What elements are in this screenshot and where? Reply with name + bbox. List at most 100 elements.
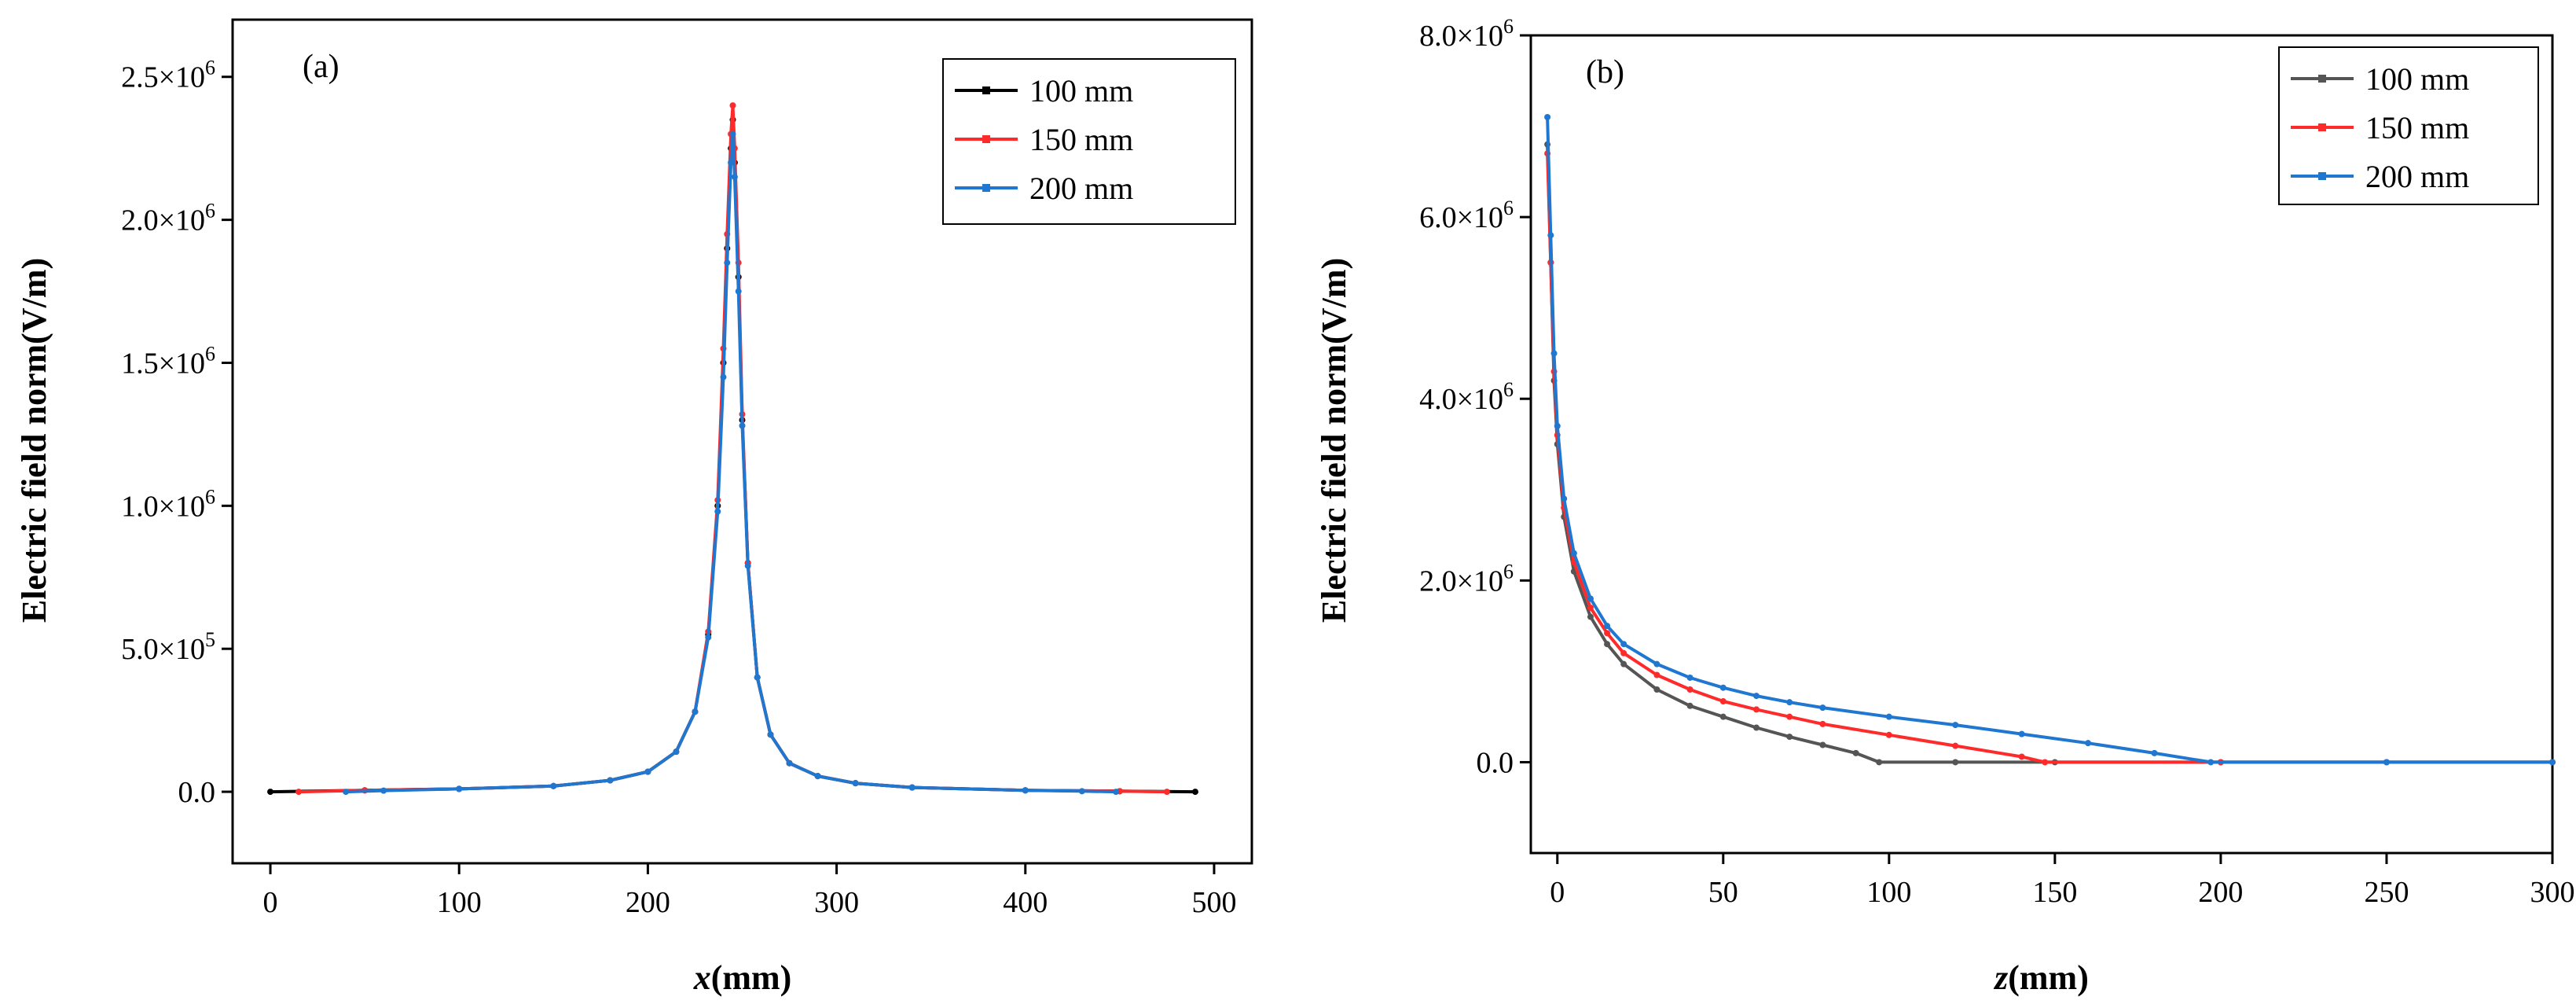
x-tick-label: 250 xyxy=(2364,876,2409,909)
data-point xyxy=(908,784,916,791)
data-point xyxy=(644,768,651,775)
data-point xyxy=(1786,734,1793,741)
data-point xyxy=(2151,749,2158,756)
data-point xyxy=(1952,759,1959,766)
data-point xyxy=(1653,671,1660,679)
data-point xyxy=(1561,495,1568,502)
legend-marker xyxy=(2318,172,2326,180)
data-point xyxy=(1547,232,1554,239)
series-line-0 xyxy=(1546,144,2552,764)
series-line-2 xyxy=(346,132,1117,794)
data-point xyxy=(714,508,721,515)
data-point xyxy=(744,562,751,569)
data-point xyxy=(550,782,557,789)
x-tick-label: 200 xyxy=(626,886,670,919)
y-tick-label: 6.0×106 xyxy=(1419,197,1514,234)
data-point xyxy=(1885,713,1892,720)
data-point xyxy=(673,748,680,756)
data-point xyxy=(2207,759,2215,766)
y-tick-label: 1.0×106 xyxy=(121,485,215,523)
data-point xyxy=(1653,660,1660,667)
y-tick-label: 2.0×106 xyxy=(1419,560,1514,598)
x-tick-label: 300 xyxy=(2530,876,2575,909)
panel-b-legend-items: 100 mm 150 mm 200 mm xyxy=(2291,61,2469,194)
x-tick-label: 400 xyxy=(1003,886,1048,919)
data-point xyxy=(728,159,735,166)
data-point xyxy=(1163,789,1170,796)
data-point xyxy=(852,780,859,787)
panel-b-x-axis-title: z(mm) xyxy=(1993,958,2089,997)
y-tick-label: 0.0 xyxy=(1477,746,1514,779)
panel-a-x-axis-unit: (mm) xyxy=(711,958,792,997)
data-point xyxy=(731,174,738,181)
legend-label: 100 mm xyxy=(2365,61,2469,97)
legend-marker xyxy=(982,184,990,192)
data-point xyxy=(1570,550,1577,557)
panel-a-x-axis-var: x xyxy=(693,958,711,997)
data-point xyxy=(1753,724,1760,731)
panel-b-y-axis-title: Electric field norm(V/m) xyxy=(1315,258,1353,623)
data-point xyxy=(2018,730,2025,737)
data-point xyxy=(2085,740,2092,747)
data-point xyxy=(1620,660,1627,667)
panel-b-x-axis-var: z xyxy=(1993,958,2008,997)
data-point xyxy=(786,759,793,767)
x-tick-label: 0 xyxy=(1550,876,1565,909)
y-tick-label: 4.0×106 xyxy=(1419,378,1514,416)
x-tick-label: 300 xyxy=(814,886,859,919)
data-point xyxy=(1852,749,1859,756)
panel-b-legend: 100 mm 150 mm 200 mm xyxy=(2278,46,2539,205)
data-point xyxy=(1604,623,1611,630)
data-point xyxy=(1819,741,1826,748)
data-point xyxy=(607,777,614,784)
data-point xyxy=(1819,704,1826,712)
y-tick-label: 2.0×106 xyxy=(121,200,215,237)
x-tick-label: 100 xyxy=(1866,876,1911,909)
data-point xyxy=(1078,788,1085,795)
data-point xyxy=(1952,722,1959,729)
data-point xyxy=(1819,720,1826,727)
panel-b-y-ticks: 0.0 2.0×106 4.0×106 6.0×106 8.0×106 xyxy=(1419,15,1531,779)
data-point xyxy=(692,708,699,715)
data-point xyxy=(380,787,387,794)
data-point xyxy=(1952,742,1959,749)
data-point xyxy=(295,789,303,796)
data-point xyxy=(1786,699,1793,706)
data-point xyxy=(1753,693,1760,700)
data-point xyxy=(724,259,731,267)
data-point xyxy=(2549,759,2556,766)
legend-label: 100 mm xyxy=(1029,73,1133,108)
data-point xyxy=(1620,641,1627,648)
panel-b-series xyxy=(1544,114,2556,766)
data-point xyxy=(729,131,736,138)
x-tick-label: 500 xyxy=(1191,886,1236,919)
y-tick-label: 0.0 xyxy=(178,776,216,809)
data-point xyxy=(720,373,727,381)
data-point xyxy=(739,422,746,429)
data-point xyxy=(1686,702,1693,709)
panel-a-series xyxy=(267,102,1198,796)
panel-a-legend-box xyxy=(942,58,1236,225)
y-tick-label: 5.0×105 xyxy=(121,628,215,666)
x-tick-label: 0 xyxy=(263,886,278,919)
series-line-2 xyxy=(1546,116,2552,764)
panel-b: (b) 0.0 2.0×106 4.0×106 6.0×106 8.0×106 0 50 1… xyxy=(1315,15,2575,997)
data-point xyxy=(1786,713,1793,720)
panel-b-x-axis-unit: (mm) xyxy=(2008,958,2089,997)
data-point xyxy=(814,773,821,780)
panel-a: (a) 0.0 5.0×105 1.0×106 1.5×106 2.0×106 2.5×1… xyxy=(15,18,1253,997)
series-line-1 xyxy=(1546,153,2552,764)
legend-marker xyxy=(982,86,990,94)
data-point xyxy=(1550,350,1558,357)
data-point xyxy=(2383,759,2390,766)
y-tick-label: 8.0×106 xyxy=(1419,15,1514,53)
legend-marker xyxy=(2318,123,2326,131)
data-point xyxy=(2042,759,2049,766)
x-tick-label: 50 xyxy=(1708,876,1738,909)
legend-label: 200 mm xyxy=(2365,159,2469,194)
data-point xyxy=(1554,422,1561,429)
data-point xyxy=(343,789,350,796)
legend-label: 200 mm xyxy=(1029,171,1133,206)
panel-b-label: (b) xyxy=(1586,54,1624,90)
